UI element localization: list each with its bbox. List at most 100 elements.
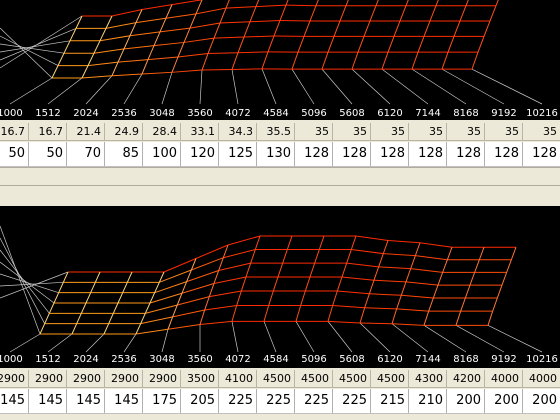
table-cell[interactable]: 16.7 <box>0 123 29 140</box>
mesh-column-segment <box>204 296 210 311</box>
table-cell[interactable]: 120 <box>181 142 219 166</box>
table-cell[interactable]: 50 <box>0 142 29 166</box>
mesh-row-segment <box>111 9 143 17</box>
rpm-axis-label: 7144 <box>415 354 441 365</box>
mesh-column-segment <box>189 13 197 29</box>
mesh-row-segment <box>346 262 379 268</box>
table-cell[interactable]: 4500 <box>295 370 333 387</box>
table-cell[interactable]: 128 <box>371 142 409 166</box>
mesh-column-segment <box>117 292 124 304</box>
table-cell[interactable]: 3500 <box>181 370 219 387</box>
table-cell[interactable]: 128 <box>523 142 560 166</box>
table-cell[interactable]: 125 <box>219 142 257 166</box>
mesh-column-segment <box>295 305 302 322</box>
table-cell[interactable]: 4200 <box>447 370 485 387</box>
mesh-column-segment <box>122 282 128 293</box>
table-cell[interactable]: 35 <box>295 123 333 140</box>
table-cell[interactable]: 145 <box>67 389 105 413</box>
mesh-column-segment <box>273 20 281 37</box>
mesh-column-segment <box>186 269 192 282</box>
table-cell[interactable]: 35 <box>447 123 485 140</box>
table-cell[interactable]: 35 <box>485 123 523 140</box>
top-main-row[interactable]: 50 50 70 85 100 120 125 130 128 128 128 128 128 128 12… <box>0 142 560 167</box>
table-cell[interactable]: 4500 <box>371 370 409 387</box>
mesh-column-segment <box>478 247 485 260</box>
top-surface-plot[interactable]: 1000 1512 2024 2536 3048 3560 4072 4584 5096 5608… <box>0 0 560 120</box>
mesh-column-segment <box>112 302 119 314</box>
mesh-column-segment <box>222 244 229 258</box>
table-cell[interactable]: 128 <box>333 142 371 166</box>
table-cell[interactable]: 100 <box>143 142 181 166</box>
table-cell[interactable]: 4100 <box>219 370 257 387</box>
table-cell[interactable]: 2900 <box>0 370 29 387</box>
table-cell[interactable]: 128 <box>409 142 447 166</box>
table-cell[interactable]: 24.9 <box>105 123 143 140</box>
rpm-axis-label: 6120 <box>377 354 403 365</box>
mesh-row-segment <box>129 31 161 37</box>
table-cell[interactable]: 200 <box>523 389 560 413</box>
table-cell[interactable]: 4500 <box>333 370 371 387</box>
table-cell[interactable]: 34.3 <box>219 123 257 140</box>
table-cell[interactable]: 145 <box>105 389 143 413</box>
mesh-column-segment <box>285 0 289 6</box>
table-cell[interactable]: 130 <box>257 142 295 166</box>
table-cell[interactable]: 70 <box>67 142 105 166</box>
mesh-row-segment <box>141 4 173 10</box>
rpm-axis-label: 8168 <box>453 354 479 365</box>
mesh-column-segment <box>108 313 114 324</box>
mesh-column-segment <box>429 5 437 22</box>
mesh-column-segment <box>172 304 178 318</box>
mesh-row-segment <box>140 316 173 325</box>
table-cell[interactable]: 33.1 <box>181 123 219 140</box>
mesh-column-segment <box>87 52 95 66</box>
table-cell[interactable]: 85 <box>105 142 143 166</box>
table-cell[interactable]: 16.7 <box>29 123 67 140</box>
mesh-row-segment <box>213 36 245 39</box>
rpm-guide-line <box>391 323 429 353</box>
mesh-row-segment <box>177 296 210 306</box>
table-cell[interactable]: 225 <box>295 389 333 413</box>
table-cell[interactable]: 35 <box>523 123 560 140</box>
table-cell[interactable]: 145 <box>0 389 29 413</box>
table-cell[interactable]: 4000 <box>485 370 523 387</box>
mesh-column-segment <box>315 0 319 6</box>
table-cell[interactable]: 225 <box>219 389 257 413</box>
table-cell[interactable]: 4500 <box>257 370 295 387</box>
table-cell[interactable]: 4300 <box>409 370 447 387</box>
table-cell[interactable]: 35 <box>371 123 409 140</box>
rpm-axis-label: 3048 <box>149 108 175 119</box>
table-cell[interactable]: 225 <box>333 389 371 413</box>
mesh-column-segment <box>411 52 419 70</box>
table-cell[interactable]: 35 <box>409 123 447 140</box>
table-cell[interactable]: 145 <box>29 389 67 413</box>
mesh-column-segment <box>53 292 60 304</box>
table-cell[interactable]: 35.5 <box>257 123 295 140</box>
table-cell[interactable]: 28.4 <box>143 123 181 140</box>
mesh-row-segment <box>237 51 269 54</box>
table-cell[interactable]: 2900 <box>29 370 67 387</box>
table-cell[interactable]: 128 <box>447 142 485 166</box>
table-cell[interactable]: 128 <box>485 142 523 166</box>
table-cell[interactable]: 225 <box>257 389 295 413</box>
mesh-row-segment <box>279 19 311 22</box>
table-cell[interactable]: 2900 <box>143 370 181 387</box>
table-cell[interactable]: 200 <box>447 389 485 413</box>
table-cell[interactable]: 35 <box>333 123 371 140</box>
bottom-main-row[interactable]: 145 145 145 145 175 205 225 225 225 225 215 210 200 2… <box>0 389 560 414</box>
table-cell[interactable]: 210 <box>409 389 447 413</box>
table-cell[interactable]: 21.4 <box>67 123 105 140</box>
table-cell[interactable]: 50 <box>29 142 67 166</box>
mesh-column-segment <box>399 5 407 22</box>
table-cell[interactable]: 215 <box>371 389 409 413</box>
mesh-column-segment <box>159 18 167 33</box>
table-cell[interactable]: 128 <box>295 142 333 166</box>
table-cell[interactable]: 205 <box>181 389 219 413</box>
table-cell[interactable]: 175 <box>143 389 181 413</box>
mesh-column-segment <box>176 293 183 306</box>
table-cell[interactable]: 4000 <box>523 370 560 387</box>
bottom-surface-plot[interactable]: 1000 1512 2024 2536 3048 3560 4072 4584 5096 5608… <box>0 206 560 368</box>
table-cell[interactable]: 2900 <box>105 370 143 387</box>
table-cell[interactable]: 2900 <box>67 370 105 387</box>
bottom-surface-mesh <box>0 225 543 353</box>
table-cell[interactable]: 200 <box>485 389 523 413</box>
